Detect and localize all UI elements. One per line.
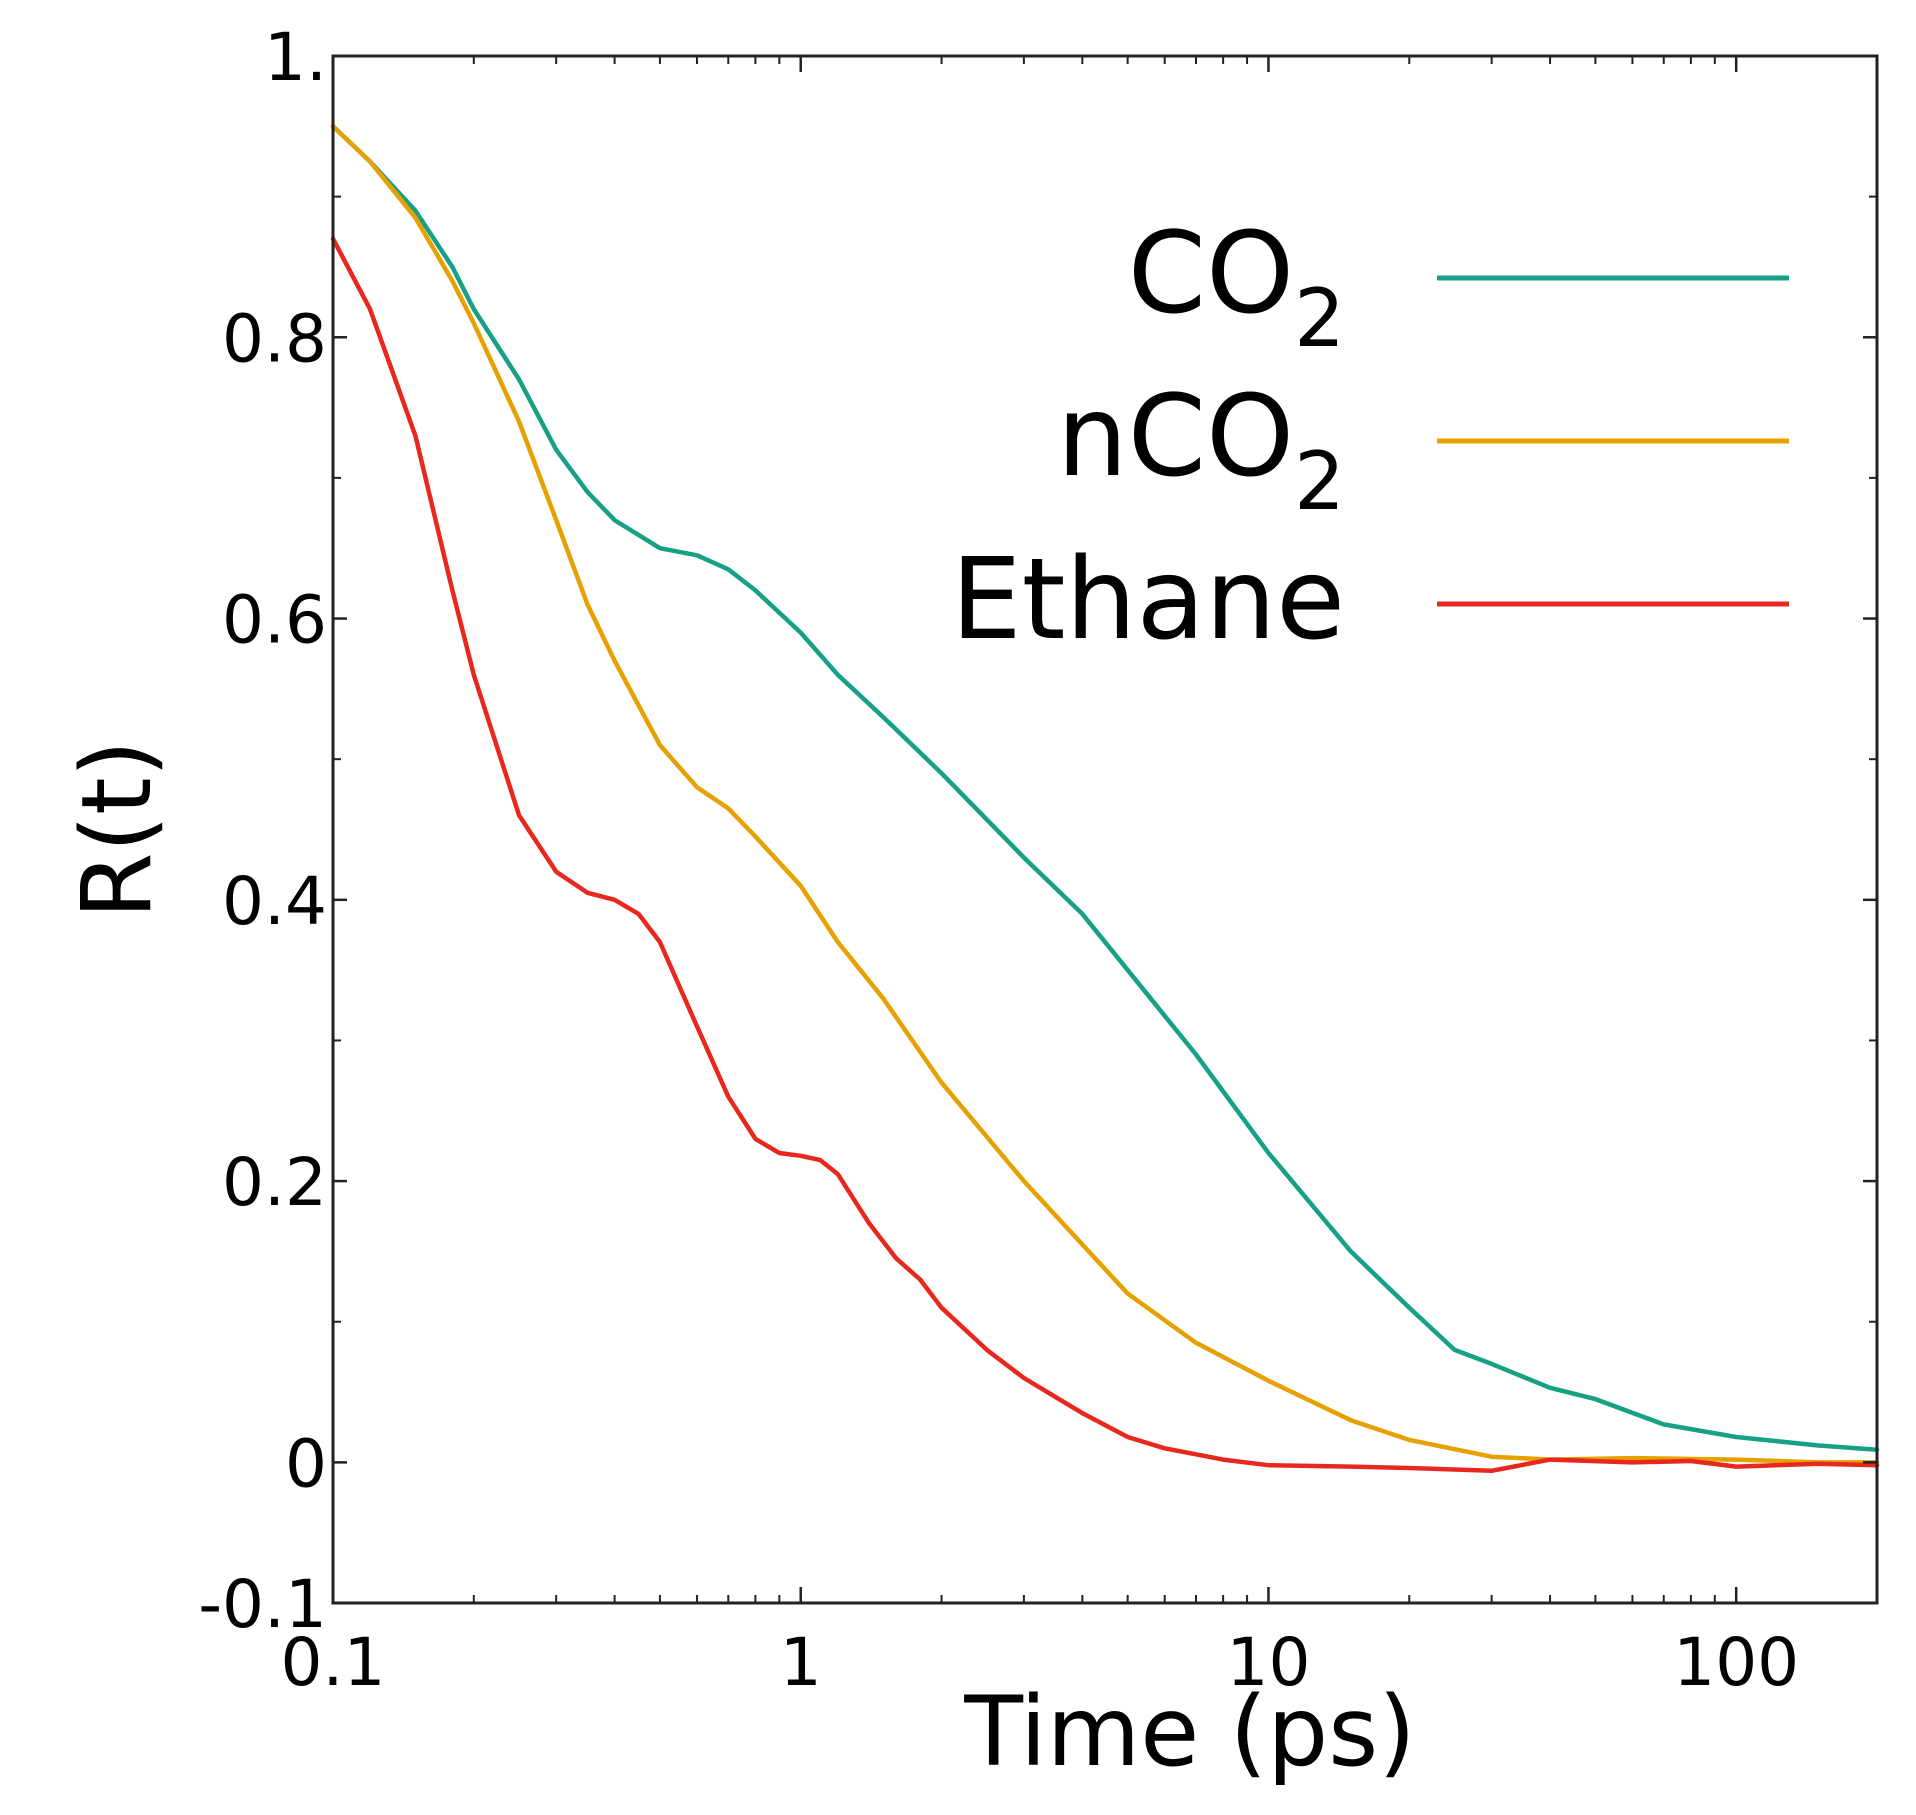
- y-tick-label: -0.1: [198, 1566, 327, 1643]
- y-tick-label: 0.2: [222, 1144, 327, 1221]
- y-axis-label: R(t): [61, 740, 173, 919]
- x-axis-label: Time (ps): [963, 1676, 1415, 1788]
- y-tick-label: 0.4: [222, 863, 327, 940]
- legend-subscript: 2: [1294, 272, 1345, 365]
- x-tick-label: 100: [1673, 1624, 1799, 1701]
- x-tick-label: 0.1: [281, 1624, 386, 1701]
- series-line-ethane: [330, 236, 1880, 1474]
- series-line-nco: [330, 124, 1880, 1465]
- x-tick-label: 1: [780, 1624, 822, 1701]
- y-tick-label: 0.6: [222, 582, 327, 659]
- y-tick-label: 0: [285, 1425, 327, 1502]
- series-line-co: [330, 124, 1880, 1452]
- axis-tick-labels: -0.1 0 0.2 0.4 0.6 0.8 1. 0.1 1 10 100: [198, 19, 1799, 1701]
- y-tick-label: 1.: [264, 19, 327, 96]
- x-tick-label: 10: [1226, 1624, 1310, 1701]
- legend-label: Ethane: [951, 535, 1345, 665]
- plot-area: [330, 124, 1880, 1474]
- legend-subscript: 2: [1294, 435, 1345, 528]
- y-tick-label: 0.8: [222, 300, 327, 377]
- plot-frame: [331, 54, 1879, 1605]
